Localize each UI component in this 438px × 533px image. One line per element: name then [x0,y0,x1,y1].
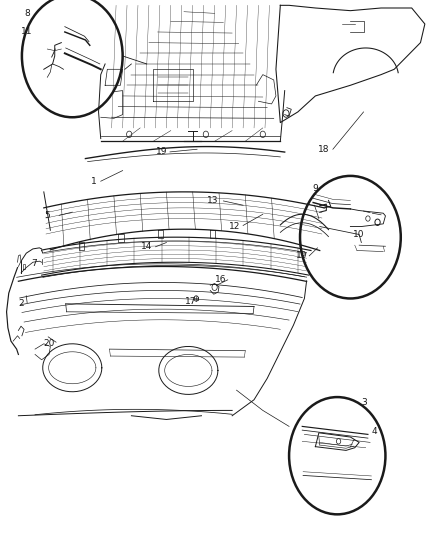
Text: 16: 16 [215,276,227,284]
Text: 5: 5 [44,212,50,220]
Text: 18: 18 [318,145,330,154]
Text: 19: 19 [156,148,168,156]
Text: 8: 8 [24,9,30,18]
Text: 14: 14 [141,243,152,251]
Text: 2: 2 [18,300,24,308]
Text: 20: 20 [43,340,55,348]
Text: 9: 9 [312,184,318,192]
Text: 19: 19 [296,252,307,260]
Text: 12: 12 [229,222,240,231]
Text: 4: 4 [372,427,377,436]
Text: 1: 1 [91,177,97,185]
Text: 17: 17 [185,297,196,305]
Text: 10: 10 [353,230,364,239]
Text: 7: 7 [31,260,37,268]
Text: 11: 11 [21,28,33,36]
Text: 13: 13 [207,197,218,205]
Text: 3: 3 [361,398,367,407]
